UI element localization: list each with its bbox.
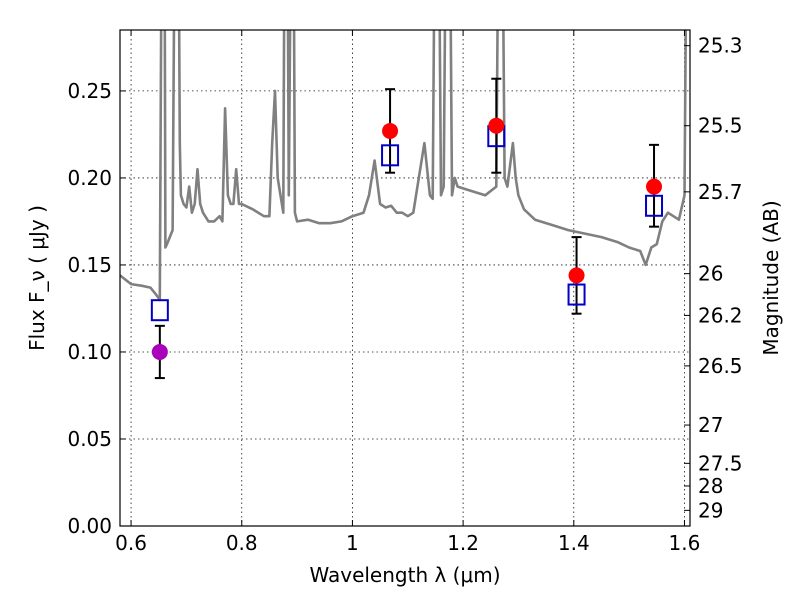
right-tick-label: 26.2 — [698, 303, 743, 327]
data-point — [151, 343, 168, 360]
model-square — [381, 144, 400, 167]
data-point — [646, 178, 663, 195]
right-tick-label: 27.5 — [698, 451, 743, 475]
model-square — [645, 194, 664, 217]
x-tick-label: 1.2 — [447, 531, 479, 555]
right-tick-label: 25.5 — [698, 114, 743, 138]
y-tick-label: 0.05 — [67, 427, 112, 451]
y-tick-label: 0.25 — [67, 79, 112, 103]
right-tick-label: 25.7 — [698, 180, 743, 204]
right-tick-label: 28 — [698, 474, 723, 498]
data-point — [488, 117, 505, 134]
axis-ticks — [120, 30, 690, 527]
data-point — [382, 122, 399, 139]
right-tick-label: 26 — [698, 262, 723, 286]
model-spectrum-line — [120, 30, 688, 302]
x-tick-label: 1 — [346, 531, 359, 555]
y-tick-label: 0.10 — [67, 340, 112, 364]
error-bars — [154, 77, 660, 380]
y-tick-label: 0.20 — [67, 166, 112, 190]
right-axis-title: Magnitude (AB) — [759, 200, 783, 355]
x-tick-label: 0.6 — [115, 531, 147, 555]
x-tick-label: 0.8 — [226, 531, 258, 555]
x-axis-title: Wavelength λ (μm) — [309, 563, 500, 587]
right-tick-label: 26.5 — [698, 354, 743, 378]
right-tick-label: 27 — [698, 413, 723, 437]
data-point — [568, 267, 585, 284]
right-tick-label: 25.3 — [698, 34, 743, 58]
y-tick-label: 0.00 — [67, 514, 112, 538]
y-axis-title: Flux F_ν ( μJy ) — [25, 205, 49, 351]
right-tick-label: 29 — [698, 498, 723, 522]
grid-lines — [120, 30, 690, 527]
observed-points — [151, 117, 663, 360]
x-tick-label: 1.6 — [669, 531, 701, 555]
plot-frame — [119, 29, 691, 527]
y-tick-label: 0.15 — [67, 253, 112, 277]
model-photometry-squares — [150, 125, 664, 322]
y-tick-labels: 0.00 0.05 0.10 0.15 0.20 0.25 — [67, 79, 112, 538]
x-tick-label: 1.4 — [558, 531, 590, 555]
model-square — [567, 283, 586, 306]
x-tick-labels: 0.6 0.8 1 1.2 1.4 1.6 — [115, 531, 700, 555]
model-square — [150, 299, 169, 322]
